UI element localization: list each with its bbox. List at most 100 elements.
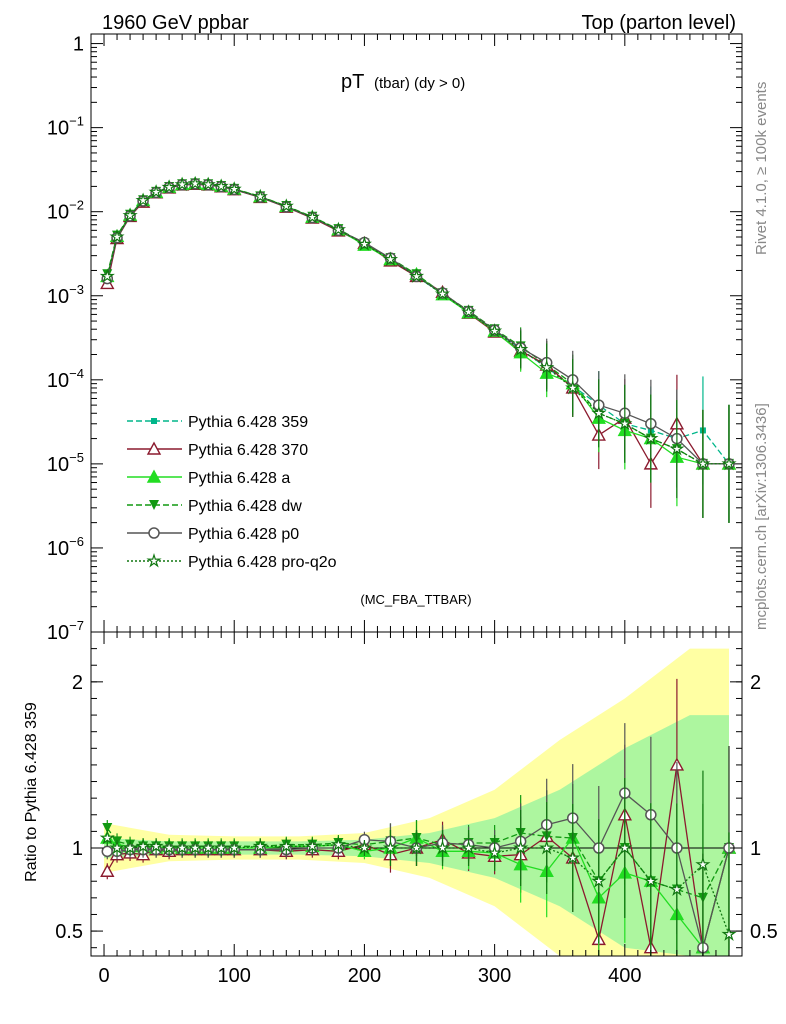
legend-marker: [146, 469, 162, 483]
main-y-tick-exponent: −7: [69, 618, 84, 633]
legend-marker: [149, 500, 159, 510]
ratio-data-point: [617, 839, 633, 855]
main-y-tick-label: 1: [73, 34, 84, 56]
main-data-point: [278, 198, 294, 213]
ratio-data-point: [382, 840, 399, 855]
legend-label: Pythia 6.428 dw: [188, 498, 302, 515]
ratio-x-tick-label: 200: [348, 965, 381, 987]
ratio-data-point: [539, 839, 555, 855]
plot-title-main: pT: [341, 71, 364, 93]
main-data-point: [99, 268, 115, 283]
main-data-point: [408, 268, 425, 283]
ratio-data-point: [434, 840, 451, 855]
legend-entry: Pythia 6.428 359: [127, 414, 308, 431]
main-y-tick-label: 10−5: [47, 450, 84, 476]
legend-entry: Pythia 6.428 pro-q2o: [127, 552, 337, 571]
legend: Pythia 6.428 359 Pythia 6.428 370 Pythia 6…: [127, 414, 337, 571]
main-data-point: [486, 323, 503, 338]
ratio-data-point: [408, 839, 425, 855]
main-y-tick-label: 10−3: [47, 282, 84, 308]
ratio-data-point: [148, 838, 164, 853]
main-plot-panel: 110−110−210−310−410−510−610−7 pT (tbar) …: [47, 33, 743, 644]
main-x-axis-ticks: [90, 34, 743, 632]
main-y-tick-label: 10−4: [47, 366, 84, 392]
header-process-label: Top (parton level): [581, 12, 736, 34]
legend-entry: Pythia 6.428 dw: [127, 498, 302, 515]
ratio-y-axis-label: Ratio to Pythia 6.428 359: [23, 702, 40, 882]
main-y-tick-label: 10−1: [47, 114, 84, 140]
ratio-data-point: [252, 838, 268, 853]
ratio-data-point: [174, 840, 190, 855]
ratio-data-point: [695, 856, 711, 872]
ratio-y-tick-label: 0.5: [55, 921, 83, 943]
main-y-tick-base: 10: [47, 454, 69, 476]
main-y-tick-base: 10: [47, 286, 69, 308]
main-data-point: [226, 181, 242, 196]
legend-marker: [146, 441, 162, 455]
legend-entry: Pythia 6.428 p0: [127, 526, 299, 543]
legend-marker: [146, 552, 162, 568]
mcplots-reference-label: mcplots.cern.ch [arXiv:1306.3436]: [753, 403, 770, 630]
ratio-x-axis: 0 100 200 300 400: [90, 632, 743, 987]
ratio-x-tick-label: 300: [478, 965, 511, 987]
ratio-y-axis: 0.5 0.5 1 1 2 2: [55, 648, 778, 949]
ratio-data-point: [200, 839, 216, 855]
plot-title-sub: (tbar) (dy > 0): [374, 75, 465, 92]
ratio-data-point: [135, 838, 151, 853]
legend-label: Pythia 6.428 359: [188, 414, 308, 431]
main-series-5: [99, 175, 737, 523]
legend-entry: Pythia 6.428 370: [127, 441, 308, 459]
legend-label: Pythia 6.428 a: [188, 470, 290, 487]
main-data-point: [434, 286, 451, 301]
main-y-axis: 110−110−210−310−410−510−610−7: [47, 34, 742, 644]
main-data-point: [461, 304, 477, 319]
main-data-point: [669, 441, 685, 456]
ratio-y-tick-label-right: 2: [750, 672, 761, 694]
main-data-point: [695, 455, 711, 471]
main-y-tick-exponent: −4: [69, 366, 84, 381]
main-y-tick-exponent: −3: [69, 282, 84, 297]
ratio-series-group: [99, 678, 737, 956]
ratio-x-tick-label: 100: [218, 965, 251, 987]
legend-entry: Pythia 6.428 a: [127, 469, 290, 487]
ratio-data-point: [226, 839, 242, 855]
ratio-x-tick-label: 400: [608, 965, 641, 987]
main-y-tick-exponent: −2: [69, 198, 84, 213]
ratio-y-tick-label: 1: [72, 838, 83, 860]
main-data-point: [304, 209, 320, 224]
main-data-point: [643, 430, 659, 446]
main-data-point: [161, 179, 177, 194]
main-y-tick-exponent: −1: [69, 114, 84, 129]
ratio-data-point: [278, 838, 294, 853]
ratio-data-point: [591, 873, 607, 888]
ratio-data-point: [102, 823, 113, 834]
legend-label: Pythia 6.428 pro-q2o: [188, 554, 337, 571]
legend-label: Pythia 6.428 p0: [188, 526, 299, 543]
ratio-y-tick-label: 2: [72, 672, 83, 694]
main-data-point: [109, 229, 125, 244]
ratio-data-point: [187, 840, 203, 855]
ratio-data-point: [330, 836, 347, 852]
main-data-point: [187, 175, 203, 191]
ratio-data-point: [304, 838, 320, 853]
main-y-tick-exponent: −5: [69, 450, 84, 465]
main-y-tick-label: 10−6: [47, 534, 84, 560]
main-data-point: [539, 359, 555, 375]
main-data-point: [135, 192, 151, 207]
ratio-data-point: [100, 863, 115, 877]
ratio-data-point: [565, 850, 581, 865]
main-y-tick-base: 10: [47, 622, 69, 644]
ratio-y-tick-label-right: 0.5: [750, 921, 778, 943]
main-data-point: [148, 184, 164, 199]
main-data-point: [213, 178, 229, 193]
rivet-version-label: Rivet 4.1.0, ≥ 100k events: [753, 82, 770, 255]
ratio-data-point: [213, 839, 229, 855]
main-y-tick-exponent: −6: [69, 534, 84, 549]
main-data-point: [356, 236, 372, 251]
main-data-point: [565, 380, 581, 395]
ratio-data-point: [669, 881, 685, 897]
main-y-tick-label: 10−2: [47, 198, 84, 224]
main-data-point: [174, 176, 190, 192]
ratio-data-point: [109, 840, 125, 855]
